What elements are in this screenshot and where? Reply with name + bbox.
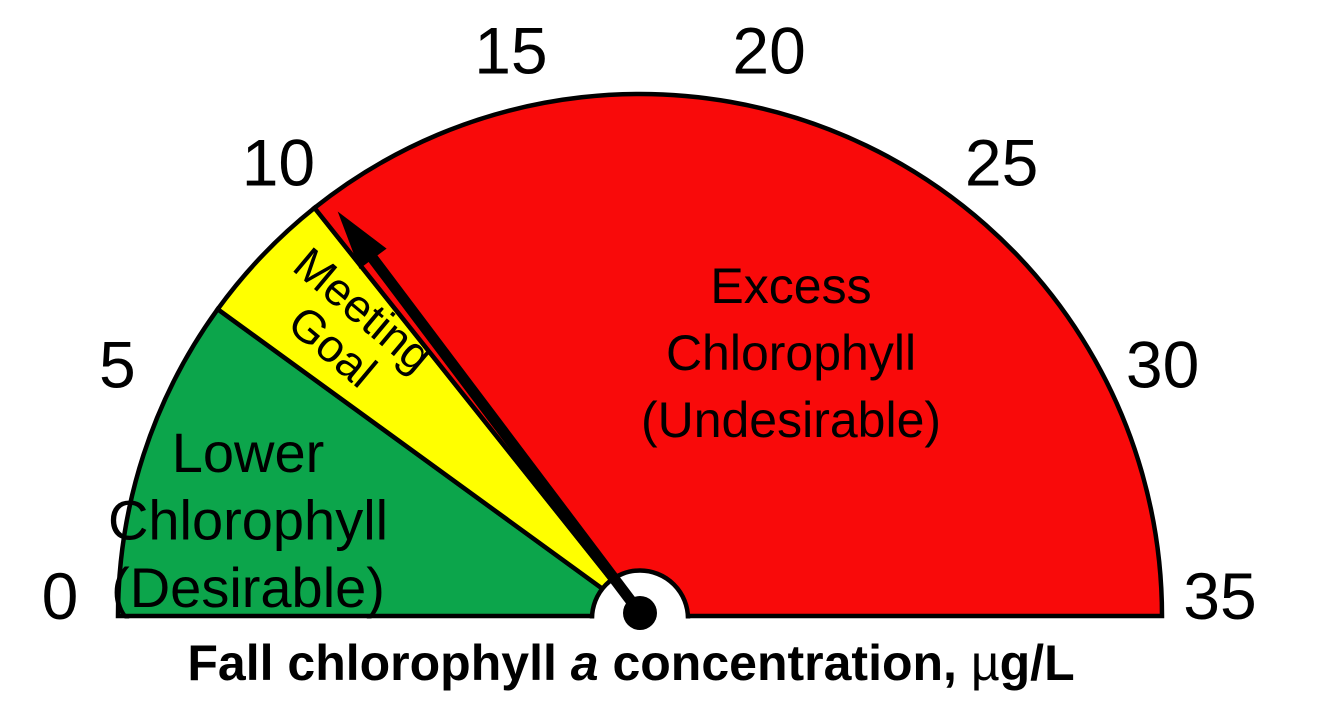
needle-hub-outline: [589, 568, 691, 619]
axis-title-text: Fall chlorophyll: [187, 635, 571, 691]
tick-label-10: 10: [242, 126, 315, 200]
excess-chlorophyll-zone: [311, 91, 1165, 619]
needle-arrowhead: [337, 211, 387, 269]
tick-label-20: 20: [732, 14, 805, 88]
excess-chlorophyll-zone-label: Excess Chlorophyll (Undesirable): [641, 258, 941, 448]
tick-label-25: 25: [965, 126, 1038, 200]
needle-shaft: [365, 250, 645, 617]
tick-label-0: 0: [42, 559, 79, 633]
axis-title-text-2: concentration,: [598, 635, 971, 691]
tick-label-30: 30: [1126, 327, 1199, 401]
axis-title-mu-symbol: µ: [970, 635, 1000, 691]
needle-pivot-dot: [623, 596, 657, 630]
axis-title-italic-a: a: [570, 635, 599, 691]
tick-label-5: 5: [99, 327, 136, 401]
lower-chlorophyll-zone: [115, 306, 647, 619]
axis-title-unit: g/L: [999, 635, 1075, 691]
tick-label-35: 35: [1183, 559, 1256, 633]
lower-chlorophyll-zone-label: Lower Chlorophyll (Desirable): [108, 421, 388, 619]
axis-title: Fall chlorophyll a concentration, µg/L: [0, 634, 1262, 692]
tick-label-15: 15: [474, 14, 547, 88]
